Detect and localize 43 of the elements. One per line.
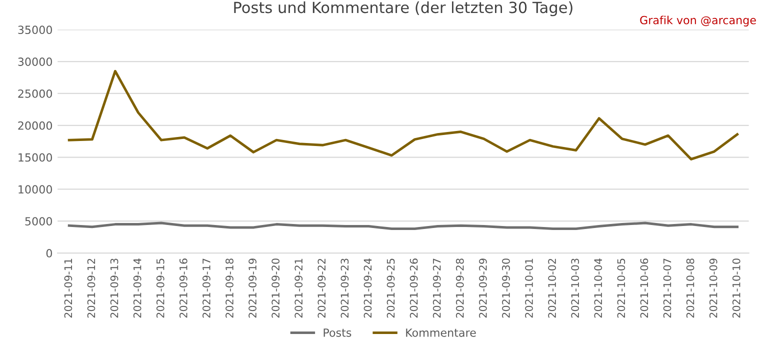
x-tick-label: 2021-09-27 (432, 258, 441, 318)
y-tick-label: 15000 (18, 153, 52, 162)
x-tick-label: 2021-10-10 (732, 258, 740, 318)
x-tick-label: 2021-09-14 (133, 258, 142, 318)
text: Grafik von @arcange (640, 16, 756, 26)
x-tick-label: 2021-09-22 (318, 258, 326, 318)
x-tick-label: 2021-10-05 (617, 258, 626, 318)
x-tick-label: 2021-10-01 (525, 258, 533, 318)
x-tick-label: 2021-09-17 (202, 258, 210, 318)
x-tick-label: 2021-09-11 (64, 258, 72, 318)
y-tick-label: 0 (46, 249, 52, 258)
x-tick-label: 2021-09-13 (110, 258, 118, 318)
x-tick-label: 2021-10-04 (594, 258, 602, 318)
x-tick-label: 2021-09-15 (156, 258, 164, 318)
x-tick-label: 2021-09-20 (272, 258, 280, 318)
y-tick-label: 5000 (25, 217, 52, 226)
x-tick-label: 2021-09-24 (364, 258, 372, 318)
chart-title: Posts und Kommentare (der letzten 30 Tage) (234, 1, 572, 16)
y-tick-label: 10000 (18, 185, 52, 194)
x-tick-label: 2021-10-03 (571, 258, 580, 318)
x-tick-label: 2021-09-29 (478, 258, 487, 318)
x-tick-label: 2021-09-28 (456, 258, 464, 318)
x-tick-label: 2021-10-09 (709, 258, 718, 318)
line-series (68, 70, 739, 160)
x-tick-label: 2021-09-19 (248, 258, 256, 318)
x-tick-label: 2021-09-23 (340, 258, 349, 318)
y-tick-label: 25000 (18, 89, 52, 98)
y-tick-label: 35000 (18, 26, 52, 34)
x-tick-label: 2021-09-25 (386, 258, 395, 318)
x-tick-label: 2021-09-30 (502, 258, 510, 318)
x-tick-label: 2021-09-26 (410, 258, 418, 318)
x-tick-label: 2021-10-07 (663, 258, 672, 318)
x-tick-label: 2021-09-21 (294, 258, 303, 318)
y-tick-label: 30000 (18, 58, 52, 66)
x-tick-label: 2021-10-06 (640, 258, 648, 318)
x-tick-label: 2021-09-16 (179, 258, 188, 318)
x-tick-label: 2021-09-18 (226, 258, 234, 318)
x-tick-label: 2021-10-02 (548, 258, 556, 318)
legend-label: Posts (324, 328, 352, 337)
y-tick-label: 20000 (18, 121, 52, 130)
legend-label: Kommentare (406, 328, 476, 337)
x-tick-label: 2021-10-08 (686, 258, 694, 318)
x-tick-label: 2021-09-12 (87, 258, 96, 318)
